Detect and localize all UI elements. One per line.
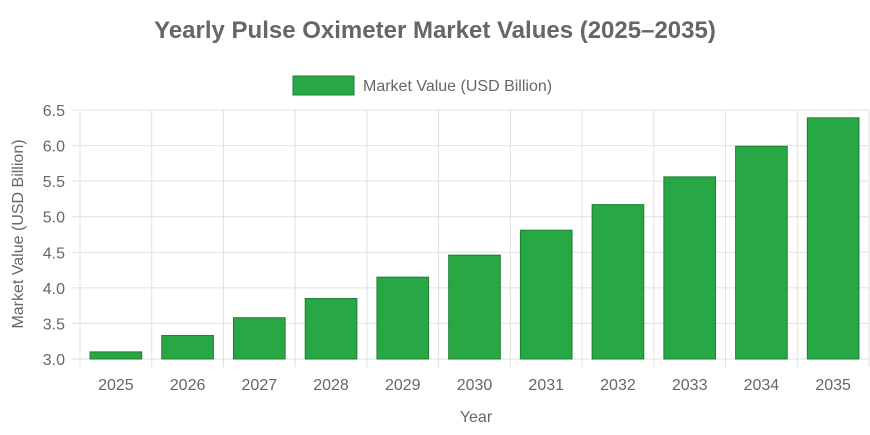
x-tick-label: 2026 — [170, 377, 206, 394]
y-tick-label: 3.0 — [43, 352, 65, 369]
y-tick-label: 6.5 — [43, 103, 65, 120]
y-tick-label: 4.0 — [43, 281, 65, 298]
y-axis-label: Market Value (USD Billion) — [10, 139, 27, 328]
x-tick-label: 2025 — [98, 377, 134, 394]
x-tick-label: 2032 — [600, 377, 636, 394]
legend-label: Market Value (USD Billion) — [363, 78, 552, 95]
y-tick-label: 5.0 — [43, 210, 65, 227]
bar-2028 — [304, 298, 358, 360]
bar-2033 — [663, 176, 717, 360]
x-tick-label: 2028 — [313, 377, 349, 394]
x-tick-label: 2029 — [385, 377, 421, 394]
legend-swatch — [292, 75, 355, 96]
y-tick-label: 5.5 — [43, 174, 65, 191]
x-tick-label: 2035 — [815, 377, 851, 394]
x-tick-label: 2034 — [744, 377, 780, 394]
bar-2030 — [448, 254, 501, 360]
bar-2027 — [232, 317, 286, 360]
y-tick-label: 3.5 — [43, 316, 65, 333]
x-axis-label: Year — [460, 409, 493, 426]
bar-2034 — [735, 145, 788, 360]
x-tick-label: 2030 — [457, 377, 493, 394]
bar-2031 — [519, 229, 573, 360]
bar-2026 — [161, 335, 214, 360]
bar-2035 — [806, 117, 860, 360]
y-tick-label: 6.0 — [43, 139, 65, 156]
y-tick-label: 4.5 — [43, 245, 65, 262]
x-tick-label: 2031 — [528, 377, 564, 394]
bar-2025 — [89, 351, 143, 360]
legend[interactable]: Market Value (USD Billion) — [292, 75, 552, 96]
x-tick-label: 2033 — [672, 377, 708, 394]
bar-2032 — [591, 204, 645, 360]
bar-2029 — [376, 276, 430, 360]
x-tick-label: 2027 — [242, 377, 278, 394]
chart-title: Yearly Pulse Oximeter Market Values (202… — [154, 17, 716, 44]
